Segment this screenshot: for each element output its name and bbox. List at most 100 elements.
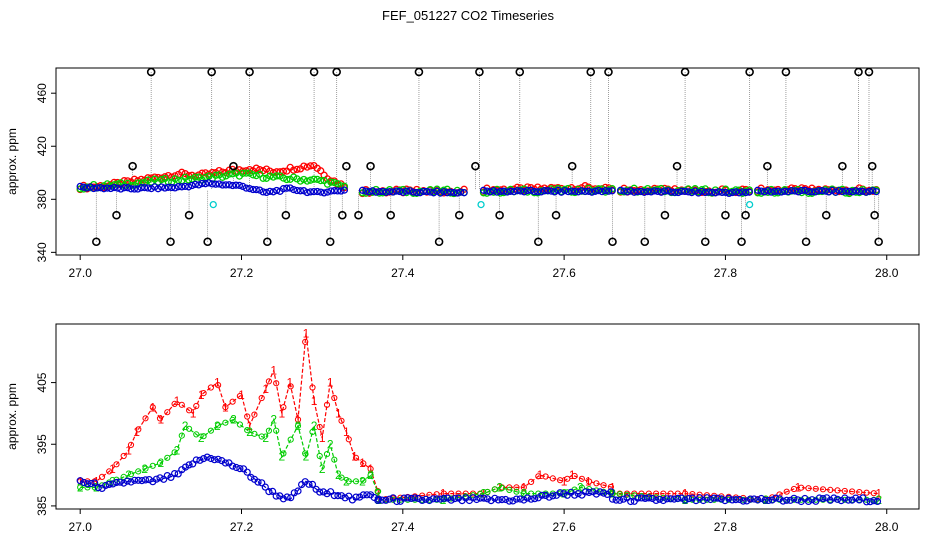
data-point — [516, 495, 524, 503]
data-point — [581, 187, 589, 196]
data-point — [581, 488, 590, 496]
data-point — [286, 184, 294, 192]
data-point — [701, 188, 709, 197]
marker-label: 1 — [311, 394, 318, 408]
data-point — [698, 187, 706, 196]
plot-frame — [55, 67, 920, 256]
data-point — [429, 495, 437, 503]
data-point — [273, 186, 281, 195]
data-point — [477, 491, 484, 498]
data-point — [838, 187, 847, 196]
data-point — [605, 187, 613, 195]
data-point — [356, 493, 364, 501]
data-point — [116, 478, 124, 486]
data-point — [120, 473, 127, 480]
data-point — [249, 171, 257, 179]
data-point — [663, 495, 671, 503]
data-point — [145, 476, 153, 484]
data-point — [157, 175, 166, 184]
calibration-point — [338, 210, 347, 220]
data-point — [382, 496, 390, 504]
data-point — [790, 494, 798, 502]
data-point — [389, 494, 397, 502]
data-point — [677, 494, 686, 502]
data-point — [77, 484, 84, 491]
data-point — [331, 394, 338, 402]
marker-label: 2 — [319, 462, 326, 476]
data-point — [831, 188, 840, 196]
data-point — [367, 465, 374, 472]
data-point — [112, 478, 121, 487]
data-point — [520, 490, 527, 497]
data-point — [767, 188, 775, 196]
data-point — [79, 183, 88, 191]
data-point — [228, 181, 237, 190]
data-point — [196, 456, 204, 464]
data-point — [640, 188, 648, 196]
data-point — [359, 491, 367, 499]
data-point — [200, 433, 207, 440]
data-point — [327, 488, 335, 496]
calibration-point — [184, 210, 194, 220]
data-point — [764, 496, 773, 504]
data-point — [671, 188, 679, 197]
data-point — [127, 471, 135, 478]
calibration-point — [495, 210, 504, 220]
data-point — [653, 490, 660, 497]
data-point — [852, 187, 860, 195]
plot-frame — [55, 323, 920, 510]
data-point — [269, 173, 277, 181]
calibration-point — [700, 237, 710, 247]
data-point — [586, 478, 593, 485]
calibration-point — [854, 67, 863, 77]
data-point — [732, 188, 740, 196]
data-point — [436, 495, 444, 503]
marker-label: 2 — [609, 487, 616, 501]
data-point — [484, 488, 491, 496]
data-point — [239, 169, 247, 177]
data-point — [418, 496, 426, 504]
data-point — [443, 189, 451, 197]
data-point — [323, 451, 331, 458]
data-point — [279, 174, 288, 182]
calibration-point — [325, 237, 335, 247]
y-tick-label: 385 — [35, 496, 49, 516]
calibration-point — [745, 67, 754, 77]
data-point — [666, 495, 675, 503]
data-point — [574, 490, 582, 498]
data-point — [670, 495, 678, 503]
data-point — [790, 485, 798, 493]
data-point — [612, 496, 620, 504]
data-point — [607, 483, 615, 491]
data-point — [156, 460, 164, 467]
data-point — [327, 178, 335, 186]
data-point — [520, 496, 528, 504]
data-point — [178, 168, 186, 176]
calibration-point — [821, 210, 831, 220]
data-point — [378, 496, 386, 504]
data-point — [317, 167, 325, 175]
calibration-point — [475, 67, 484, 77]
marker-label: 2 — [335, 468, 342, 482]
data-point — [249, 185, 257, 194]
data-point — [674, 188, 682, 197]
data-point — [138, 477, 146, 485]
data-point — [601, 186, 610, 195]
data-point — [520, 188, 528, 196]
data-point — [372, 188, 380, 196]
data-point — [193, 431, 200, 438]
data-point — [509, 497, 517, 505]
data-point — [120, 479, 128, 487]
data-point — [367, 472, 374, 479]
data-point — [142, 465, 149, 472]
data-point — [429, 189, 438, 197]
data-point — [352, 493, 360, 501]
data-point — [746, 495, 755, 503]
data-point — [483, 495, 492, 503]
data-point — [761, 496, 769, 504]
data-point — [808, 188, 816, 196]
data-point — [256, 166, 264, 174]
marker-label: 1 — [222, 400, 229, 414]
data-point — [283, 184, 291, 192]
data-point — [447, 496, 455, 504]
